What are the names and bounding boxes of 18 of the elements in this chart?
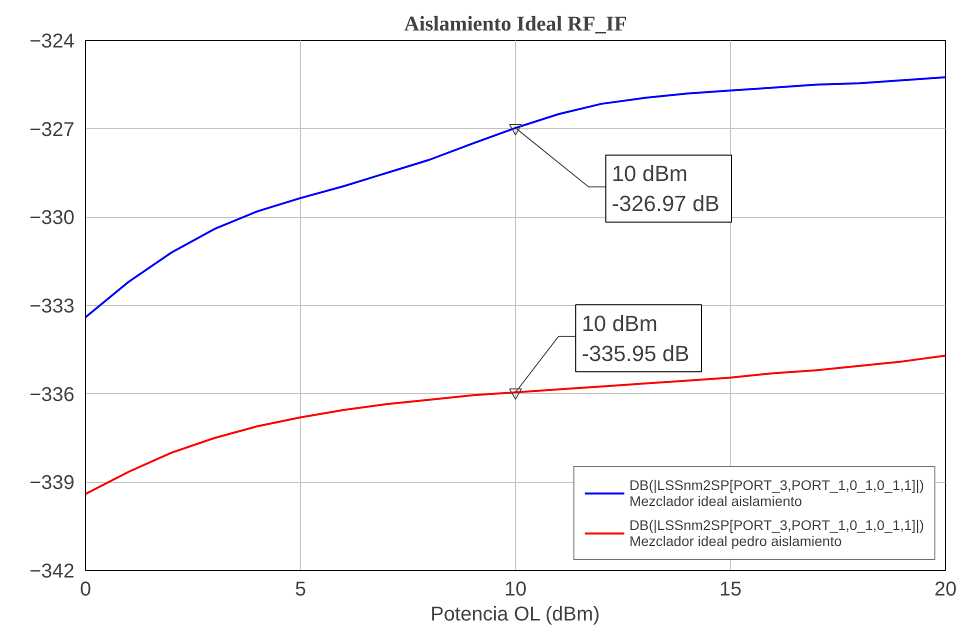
y-tick-label: −339 xyxy=(29,472,75,494)
legend-label: DB(|LSSnm2SP[PORT_3,PORT_1,0_1,0_1,1]|) Mezclador ideal aislamiento xyxy=(629,477,924,509)
y-tick-label: −342 xyxy=(29,560,75,582)
x-tick-label: 20 xyxy=(934,578,957,600)
x-tick-label: 15 xyxy=(719,578,742,600)
y-tick-label: −333 xyxy=(29,296,75,318)
y-tick-label: −330 xyxy=(29,207,75,230)
annotation: 10 dBm -335.95 dB xyxy=(582,310,690,366)
x-axis-title: Potencia OL (dBm) xyxy=(430,604,600,626)
x-tick-label: 10 xyxy=(504,578,527,600)
chart-title: Aislamiento Ideal RF_IF xyxy=(404,12,627,36)
legend-label: DB(|LSSnm2SP[PORT_3,PORT_1,0_1,0_1,1]|) Mezclador ideal pedro aislamiento xyxy=(629,517,924,549)
y-tick-label: −327 xyxy=(29,118,75,141)
y-tick-label: −324 xyxy=(29,30,75,52)
x-tick-label: 5 xyxy=(294,578,306,600)
x-tick-label: 0 xyxy=(80,578,92,600)
y-tick-label: −336 xyxy=(29,384,75,406)
annotation: 10 dBm -326.97 dB xyxy=(612,161,720,216)
